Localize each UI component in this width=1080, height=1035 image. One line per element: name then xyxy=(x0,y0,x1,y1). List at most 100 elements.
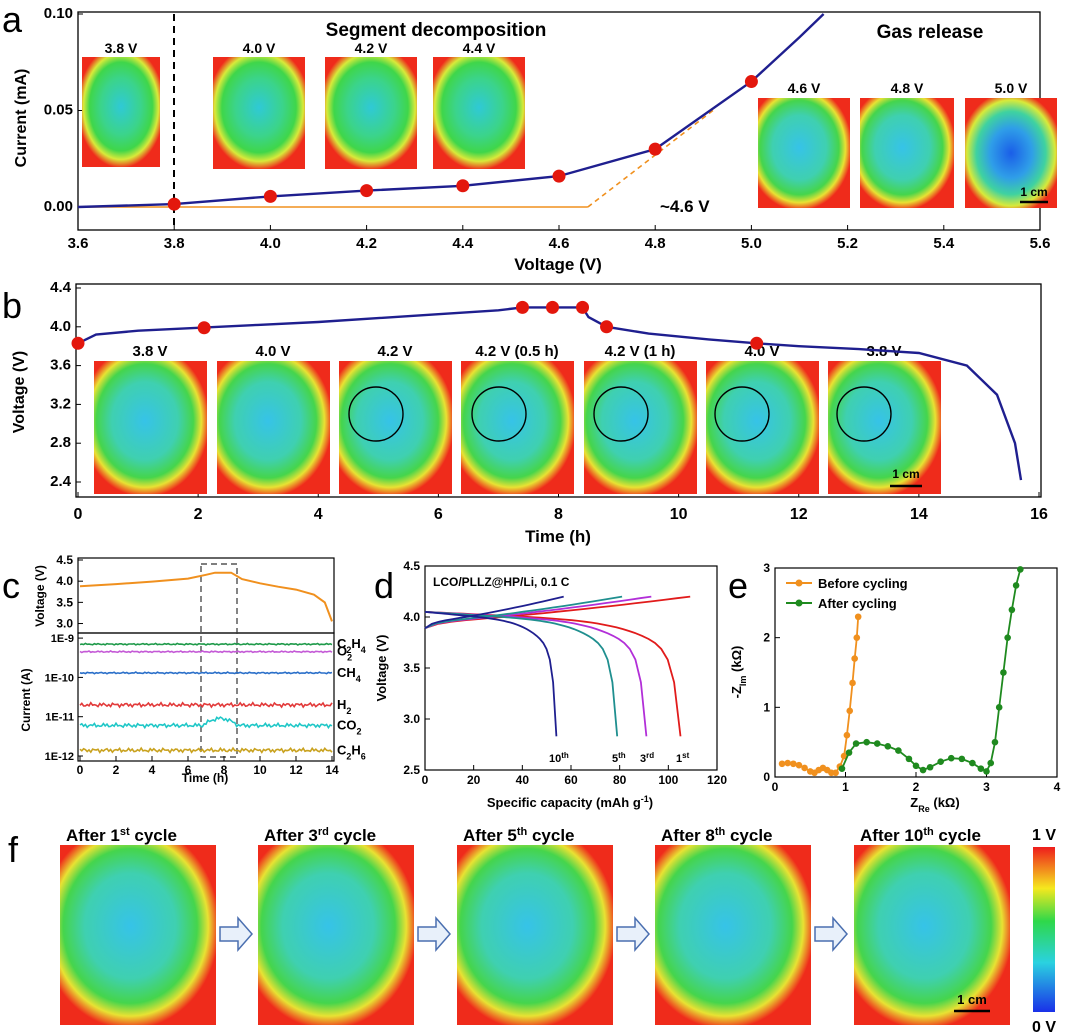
impedance-point xyxy=(926,763,934,771)
panel-b-image-label: 4.2 V (0.5 h) xyxy=(475,343,558,360)
discharge-curve-10th xyxy=(424,611,558,737)
gas-series-co2 xyxy=(79,716,333,730)
impedance-point xyxy=(995,704,1003,711)
panel-a-image-label: 4.6 V xyxy=(788,80,821,96)
panel-d-annotation: LCO/PLLZ@HP/Li, 0.1 C xyxy=(433,575,570,589)
panel-f-label-10: After 10th cycle xyxy=(860,826,981,845)
highlight-circle xyxy=(471,386,527,442)
y-tick-label: 4.4 xyxy=(50,279,72,296)
x-tick-label: 12 xyxy=(790,506,808,523)
panel-e-ylabel: -ZIm (kΩ) xyxy=(729,646,748,699)
panel-a-image-label: 5.0 V xyxy=(995,80,1028,96)
gas-series-h2 xyxy=(79,701,333,709)
panel-a-onset-label: ~4.6 V xyxy=(660,197,710,216)
series-label: C2H4 xyxy=(337,636,366,655)
impedance-line xyxy=(781,616,860,774)
panel-a-image-44 xyxy=(433,57,525,169)
panel-letter-c: c xyxy=(2,565,20,606)
panel-a-title-left: Segment decomposition xyxy=(326,20,547,41)
panel-f-label-5: After 5th cycle xyxy=(463,826,575,845)
y-tick-label: 4.0 xyxy=(50,318,71,335)
y-tick-label: 2 xyxy=(763,631,770,645)
series-label: CH4 xyxy=(337,665,361,684)
x-tick-label: 6 xyxy=(434,506,443,523)
thermal-map xyxy=(213,57,305,169)
discharge-curve-5th xyxy=(424,611,619,737)
panel-c-xlabel: Time (h) xyxy=(182,771,228,785)
panel-e: ZRe (kΩ) -ZIm (kΩ) 0 1 2 3 4 0 1 2 3 Before cyc… xyxy=(729,561,1061,814)
impedance-point xyxy=(863,738,870,746)
voltage-curve xyxy=(79,571,333,622)
impedance-point xyxy=(905,755,913,763)
panel-e-legend: Before cycling After cycling xyxy=(786,576,908,611)
x-tick-label: 4.6 xyxy=(549,235,570,252)
x-tick-label: 5.6 xyxy=(1030,235,1051,252)
impedance-point xyxy=(784,759,791,767)
impedance-point xyxy=(991,738,999,746)
x-tick-label: 2 xyxy=(194,506,203,523)
highlight-circle xyxy=(593,386,649,442)
colorbar-max-label: 1 V xyxy=(1032,827,1056,844)
panel-letter-b: b xyxy=(2,285,22,326)
impedance-point xyxy=(884,743,892,750)
impedance-point xyxy=(983,768,990,775)
thermal-map xyxy=(706,361,819,494)
x-tick-label: 0 xyxy=(77,763,84,777)
panel-d-label-10th: 10th xyxy=(549,751,569,766)
x-tick-label: 12 xyxy=(289,763,303,777)
panel-d-frame xyxy=(424,565,718,771)
impedance-point xyxy=(1000,669,1007,676)
impedance-point xyxy=(840,752,848,760)
panel-a-title-right: Gas release xyxy=(877,22,984,43)
thermal-map xyxy=(325,57,417,169)
highlight-circle xyxy=(348,386,404,442)
panel-a-image-48 xyxy=(860,98,954,208)
y-tick-label: 0.00 xyxy=(44,198,73,215)
panel-letter-f: f xyxy=(8,829,19,870)
data-point xyxy=(71,336,85,350)
data-point xyxy=(263,189,277,203)
charge-curve-3rd xyxy=(424,595,652,630)
panel-d-label-3rd: 3rd xyxy=(640,751,654,766)
x-tick-label: 4.2 xyxy=(356,235,377,252)
panel-f-scale-bar-label: 1 cm xyxy=(957,992,987,1007)
impedance-point xyxy=(843,731,851,739)
panel-c-ylabel-bottom: Current (A) xyxy=(19,668,33,731)
data-point xyxy=(576,300,590,314)
y-tick-label: 2.8 xyxy=(50,434,71,451)
x-tick-label: 8 xyxy=(554,506,563,523)
thermal-map-cycle-10 xyxy=(854,845,1010,1025)
x-tick-label: 6 xyxy=(185,763,192,777)
panel-f-label-8: After 8th cycle xyxy=(661,826,773,845)
panel-letter-a: a xyxy=(2,0,23,40)
x-tick-label: 4.4 xyxy=(452,235,474,252)
panel-a: Segment decomposition Gas release Voltag… xyxy=(13,5,1057,274)
x-tick-label: 20 xyxy=(467,773,481,787)
panel-a-image-label: 4.2 V xyxy=(355,40,388,56)
y-tick-label: 0.10 xyxy=(44,5,73,22)
data-point xyxy=(360,184,374,198)
panel-letter-d: d xyxy=(374,565,394,606)
panel-a-image-46 xyxy=(758,98,850,208)
impedance-point xyxy=(838,765,846,772)
y-tick-label: 1E-10 xyxy=(45,672,74,684)
x-tick-label: 0 xyxy=(772,780,779,794)
x-tick-label: 14 xyxy=(325,763,339,777)
x-tick-label: 16 xyxy=(1030,506,1048,523)
x-tick-label: 5.0 xyxy=(741,235,762,252)
panel-a-ylabel: Current (mA) xyxy=(13,69,30,168)
y-tick-label: 4.5 xyxy=(56,553,73,567)
x-tick-label: 2 xyxy=(913,780,920,794)
x-tick-label: 4 xyxy=(1054,780,1061,794)
impedance-point xyxy=(977,765,985,772)
impedance-point xyxy=(947,754,955,762)
arrow-right-icon xyxy=(219,916,253,952)
panel-a-xlabel: Voltage (V) xyxy=(514,255,602,274)
x-tick-label: 2 xyxy=(113,763,120,777)
y-tick-label: 3.2 xyxy=(50,395,71,412)
highlight-circle xyxy=(836,386,892,442)
panel-b-image-label: 3.8 V xyxy=(132,343,167,360)
thermal-map xyxy=(965,98,1057,208)
impedance-point xyxy=(1004,634,1011,641)
